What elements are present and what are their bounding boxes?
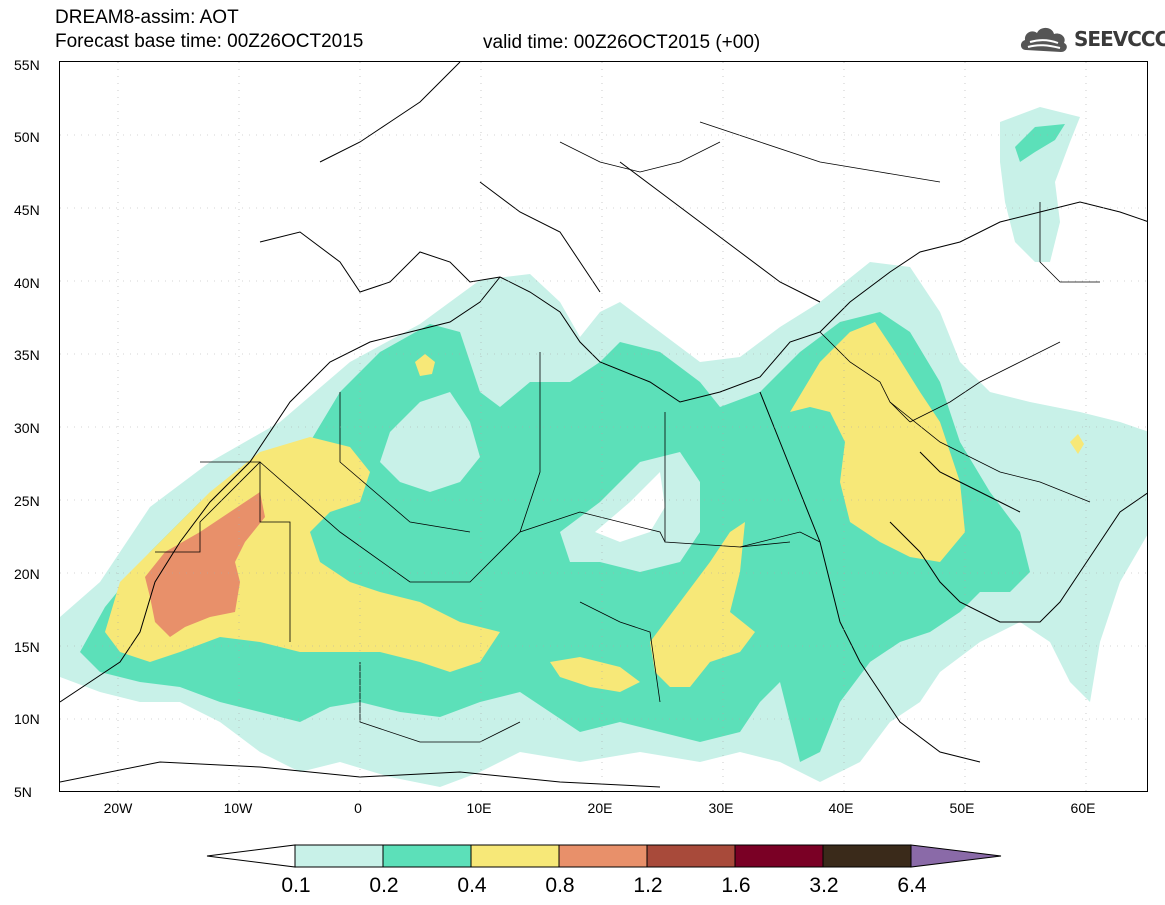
lon-label-20e: 20E	[587, 800, 613, 816]
colorbar-label-0.4: 0.4	[457, 874, 487, 897]
lon-label-30e: 30E	[708, 800, 734, 816]
colorbar-label-1.6: 1.6	[721, 874, 751, 897]
lat-label-35n: 35N	[14, 347, 40, 363]
coastlines	[60, 62, 1147, 788]
colorbar-label-1.2: 1.2	[633, 874, 663, 897]
lat-label-30n: 30N	[14, 420, 40, 436]
colorbar-under-arrow	[206, 844, 296, 868]
aot-band-0.2-caspian	[1015, 124, 1065, 162]
aot-band-0.4-algeria	[415, 354, 435, 376]
colorbar-swatch-1.6-3.2	[734, 844, 824, 868]
colorbar-swatch-1.2-1.6	[646, 844, 736, 868]
lon-label-20w: 20W	[103, 800, 133, 816]
colorbar-label-3.2: 3.2	[809, 874, 839, 897]
colorbar-swatch-3.2-6.4	[822, 844, 912, 868]
lon-label-10e: 10E	[466, 800, 492, 816]
aot-band-0.4-arabia	[790, 322, 965, 562]
colorbar-swatch-0.1-0.2	[294, 844, 384, 868]
forecast-base-time: Forecast base time: 00Z26OCT2015	[55, 31, 364, 52]
aot-band-0.1-sahara-interior	[380, 392, 480, 492]
colorbar-swatch-0.4-0.8	[470, 844, 560, 868]
chart-title: DREAM8-assim: AOT	[55, 7, 239, 28]
logo-text: SEEVCCC	[1074, 27, 1165, 51]
cloud-icon	[1020, 27, 1067, 52]
valid-time: valid time: 00Z26OCT2015 (+00)	[483, 32, 761, 53]
graticule	[60, 62, 1147, 791]
lon-label-60e: 60E	[1070, 800, 1096, 816]
lon-label-40e: 40E	[828, 800, 854, 816]
colorbar-label-6.4: 6.4	[897, 874, 927, 897]
lat-label-20n: 20N	[14, 566, 40, 582]
lat-label-5n: 5N	[14, 784, 32, 800]
lat-label-50n: 50N	[14, 129, 40, 145]
colorbar-swatch-0.2-0.4	[382, 844, 472, 868]
colorbar-over-arrow	[910, 844, 1002, 868]
aot-band-0.4-chad	[550, 657, 640, 692]
aot-band-0.4-gulf	[1070, 434, 1084, 454]
lat-label-40n: 40N	[14, 275, 40, 291]
lon-label-50e: 50E	[949, 800, 975, 816]
lat-label-45n: 45N	[14, 202, 40, 218]
lon-label-0: 0	[354, 800, 362, 816]
map-frame	[59, 61, 1148, 792]
colorbar-label-0.2: 0.2	[369, 874, 399, 897]
lat-label-15n: 15N	[14, 639, 40, 655]
colorbar	[206, 844, 1002, 868]
aot-map	[60, 62, 1147, 791]
lat-label-55n: 55N	[14, 57, 40, 73]
lat-label-25n: 25N	[14, 493, 40, 509]
aot-band-0.8	[145, 492, 265, 637]
colorbar-label-0.1: 0.1	[281, 874, 311, 897]
lon-label-10w: 10W	[223, 800, 253, 816]
colorbar-label-0.8: 0.8	[545, 874, 575, 897]
aot-band-white-libya	[595, 472, 665, 542]
country-borders	[155, 121, 1100, 743]
logo: SEEVCCC	[1018, 22, 1165, 56]
colorbar-swatch-0.8-1.2	[558, 844, 648, 868]
lat-label-10n: 10N	[14, 711, 40, 727]
